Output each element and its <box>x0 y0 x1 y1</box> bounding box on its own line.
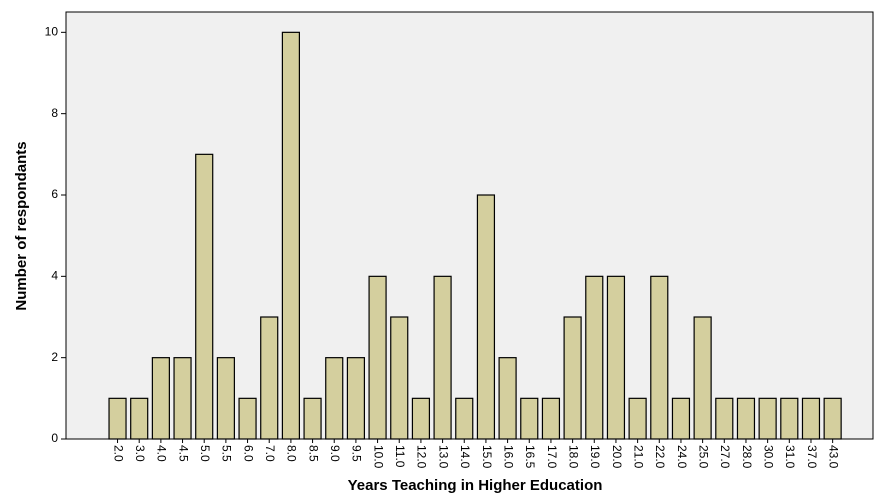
bar <box>303 397 322 440</box>
bar <box>173 357 192 440</box>
bar <box>801 397 821 440</box>
x-tick-label: 16.5 <box>523 445 537 469</box>
bar <box>736 397 756 440</box>
bar <box>671 397 691 440</box>
bar <box>260 316 279 440</box>
y-tick-label: 0 <box>51 431 58 445</box>
y-tick-label: 6 <box>51 187 58 201</box>
x-tick-label: 9.5 <box>350 445 364 462</box>
x-tick-label: 22.0 <box>653 445 667 469</box>
x-tick-label: 11.0 <box>393 445 407 468</box>
bar <box>606 275 626 440</box>
bar <box>368 275 387 440</box>
bar <box>216 357 235 440</box>
x-tick-label: 30.0 <box>761 445 775 469</box>
y-axis-title: Number of respondants <box>13 141 30 310</box>
x-tick-label: 5.5 <box>220 445 234 462</box>
bar <box>823 397 842 440</box>
bar <box>476 194 496 440</box>
bar <box>108 397 127 440</box>
x-axis-title: Years Teaching in Higher Education <box>348 477 603 494</box>
x-tick-label: 28.0 <box>740 445 754 469</box>
x-tick-label: 18.0 <box>566 445 580 469</box>
bar <box>650 275 669 440</box>
bar <box>411 397 431 440</box>
x-tick-label: 20.0 <box>610 445 624 469</box>
bar <box>541 397 561 440</box>
y-tick-label: 2 <box>51 350 58 364</box>
bar <box>238 397 257 440</box>
x-tick-label: 8.0 <box>285 445 299 462</box>
x-tick-label: 2.0 <box>111 445 125 462</box>
bar <box>498 357 517 440</box>
x-tick-label: 16.0 <box>501 445 515 469</box>
x-tick-label: 15.0 <box>480 445 494 469</box>
y-tick-label: 4 <box>51 269 58 283</box>
bar <box>325 357 344 440</box>
bar <box>563 316 582 440</box>
y-tick-label: 8 <box>51 106 58 120</box>
x-tick-label: 37.0 <box>805 445 819 469</box>
x-tick-label: 8.5 <box>306 445 320 462</box>
x-tick-label: 25.0 <box>696 445 710 469</box>
x-tick-label: 31.0 <box>783 445 797 469</box>
bar <box>585 275 604 440</box>
x-tick-label: 7.0 <box>263 445 277 462</box>
x-tick-label: 17.0 <box>545 445 559 469</box>
bar <box>151 357 170 440</box>
bar <box>455 397 474 440</box>
bar <box>715 397 734 440</box>
x-tick-label: 13.0 <box>436 445 450 469</box>
x-tick-label: 10.0 <box>371 445 385 469</box>
x-tick-label: 24.0 <box>675 445 689 469</box>
x-tick-label: 5.0 <box>198 445 212 462</box>
bar <box>346 357 366 440</box>
x-tick-label: 27.0 <box>718 445 732 469</box>
x-tick-label: 4.0 <box>155 445 169 462</box>
bar <box>390 316 409 440</box>
bar <box>628 397 647 440</box>
bar <box>130 397 149 440</box>
x-tick-label: 3.0 <box>133 445 147 462</box>
bar <box>281 31 300 440</box>
x-tick-label: 19.0 <box>588 445 602 469</box>
x-tick-label: 4.5 <box>176 445 190 462</box>
x-tick-label: 21.0 <box>631 445 645 469</box>
x-tick-label: 14.0 <box>458 445 472 469</box>
x-tick-label: 9.0 <box>328 445 342 462</box>
bar <box>433 275 452 440</box>
x-tick-label: 43.0 <box>826 445 840 469</box>
bar <box>780 397 799 440</box>
bar <box>758 397 777 440</box>
x-tick-label: 6.0 <box>241 445 255 462</box>
bar <box>520 397 539 440</box>
y-tick-label: 10 <box>45 25 59 39</box>
x-tick-label: 12.0 <box>415 445 429 469</box>
bar <box>195 153 214 440</box>
bar <box>693 316 712 440</box>
